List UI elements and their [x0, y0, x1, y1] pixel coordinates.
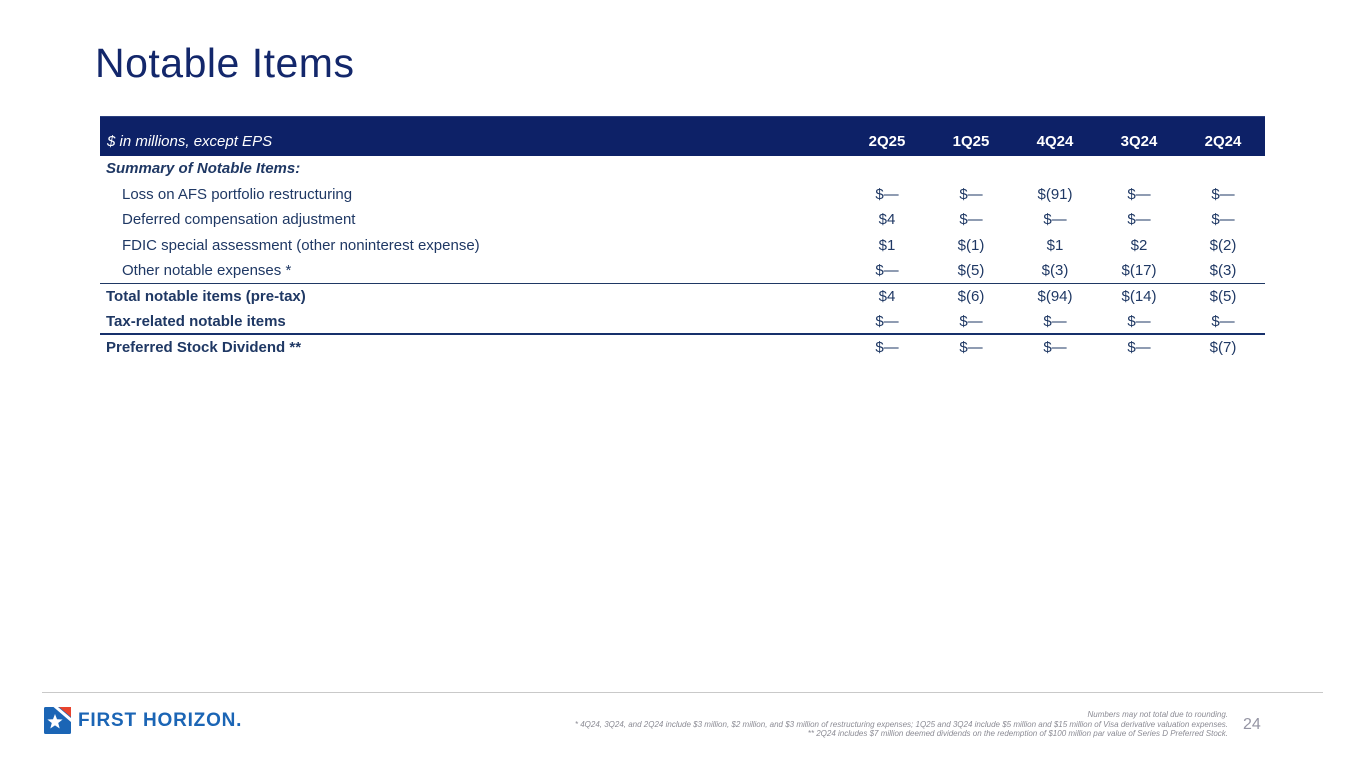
row-value: $(5)	[1209, 288, 1237, 306]
table-row: Other notable expenses * $— $(5) $(3) $(17) $…	[100, 258, 1265, 284]
row-value: $—	[959, 339, 983, 357]
table-row: Loss on AFS portfolio restructuring $— $— $…	[100, 182, 1265, 208]
table-row: FDIC special assessment (other nonintere…	[100, 233, 1265, 259]
row-value: $—	[1127, 339, 1151, 357]
table-row: Preferred Stock Dividend ** $— $— $— $— $(7)	[100, 335, 1265, 361]
row-value: $4	[878, 288, 896, 306]
row-label: Tax-related notable items	[106, 312, 286, 330]
row-value: $—	[1043, 211, 1067, 229]
notable-items-table: $ in millions, except EPS 2Q25 1Q25 4Q24 3Q…	[100, 116, 1265, 361]
row-label: Loss on AFS portfolio restructuring	[122, 185, 353, 203]
table-row: Tax-related notable items $— $— $— $— $—	[100, 310, 1265, 336]
column-header-4q24: 4Q24	[1036, 133, 1074, 150]
row-label: Other notable expenses *	[122, 262, 292, 280]
row-value: $—	[1211, 312, 1235, 330]
row-value: $(1)	[957, 237, 985, 255]
row-value: $—	[1043, 312, 1067, 330]
column-header-2q24: 2Q24	[1204, 133, 1242, 150]
row-value: $—	[959, 185, 983, 203]
page-title: Notable Items	[95, 40, 355, 86]
table-unit-label: $ in millions, except EPS	[107, 133, 273, 150]
row-value: $—	[875, 185, 899, 203]
column-header-2q25: 2Q25	[868, 133, 906, 150]
row-value: $—	[1127, 312, 1151, 330]
row-value: $(3)	[1041, 262, 1069, 280]
row-value: $—	[1043, 339, 1067, 357]
row-value: $—	[875, 339, 899, 357]
row-value: $—	[959, 312, 983, 330]
footnotes: Numbers may not total due to rounding. * …	[448, 710, 1228, 739]
first-horizon-logo: FIRST HORIZON.	[44, 707, 242, 734]
footer-divider	[42, 692, 1323, 693]
row-label: Preferred Stock Dividend **	[106, 339, 302, 357]
table-header-row: $ in millions, except EPS 2Q25 1Q25 4Q24 3Q…	[100, 116, 1265, 156]
column-header-3q24: 3Q24	[1120, 133, 1158, 150]
row-value: $2	[1130, 237, 1148, 255]
row-value: $(5)	[957, 262, 985, 280]
row-value: $(6)	[957, 288, 985, 306]
footnote-line: Numbers may not total due to rounding.	[1087, 710, 1228, 719]
row-value: $—	[1127, 185, 1151, 203]
row-value: $—	[1127, 211, 1151, 229]
row-value: $1	[878, 237, 896, 255]
row-value: $(17)	[1121, 262, 1157, 280]
table-row: Summary of Notable Items:	[100, 156, 1265, 182]
row-value: $4	[878, 211, 896, 229]
first-horizon-logo-icon	[44, 707, 71, 734]
row-value: $—	[875, 262, 899, 280]
row-label: Total notable items (pre-tax)	[106, 288, 306, 306]
row-value: $(14)	[1121, 288, 1157, 306]
row-value: $(91)	[1037, 185, 1073, 203]
row-value: $(94)	[1037, 288, 1073, 306]
first-horizon-logo-text: FIRST HORIZON.	[78, 709, 243, 731]
row-value: $1	[1046, 237, 1064, 255]
table-column-headers: 2Q25 1Q25 4Q24 3Q24 2Q24	[845, 133, 1265, 150]
row-label: Summary of Notable Items:	[106, 160, 301, 178]
row-label: FDIC special assessment (other nonintere…	[122, 237, 480, 255]
row-value: $—	[1211, 211, 1235, 229]
table-row: Deferred compensation adjustment $4 $— $— $—…	[100, 207, 1265, 233]
row-value: $(2)	[1209, 237, 1237, 255]
page-number: 24	[1243, 716, 1261, 733]
row-value: $—	[875, 312, 899, 330]
table-row: Total notable items (pre-tax) $4 $(6) $(94)…	[100, 284, 1265, 310]
row-value: $(7)	[1209, 339, 1237, 357]
row-value: $—	[1211, 185, 1235, 203]
footnote-line: ** 2Q24 includes $7 million deemed divid…	[807, 729, 1228, 738]
row-value: $(3)	[1209, 262, 1237, 280]
table-body: Summary of Notable Items: Loss on AFS por…	[100, 156, 1265, 361]
footnote-line: * 4Q24, 3Q24, and 2Q24 include $3 millio…	[574, 719, 1228, 729]
column-header-1q25: 1Q25	[952, 133, 990, 150]
row-label: Deferred compensation adjustment	[122, 211, 356, 229]
row-value: $—	[959, 211, 983, 229]
